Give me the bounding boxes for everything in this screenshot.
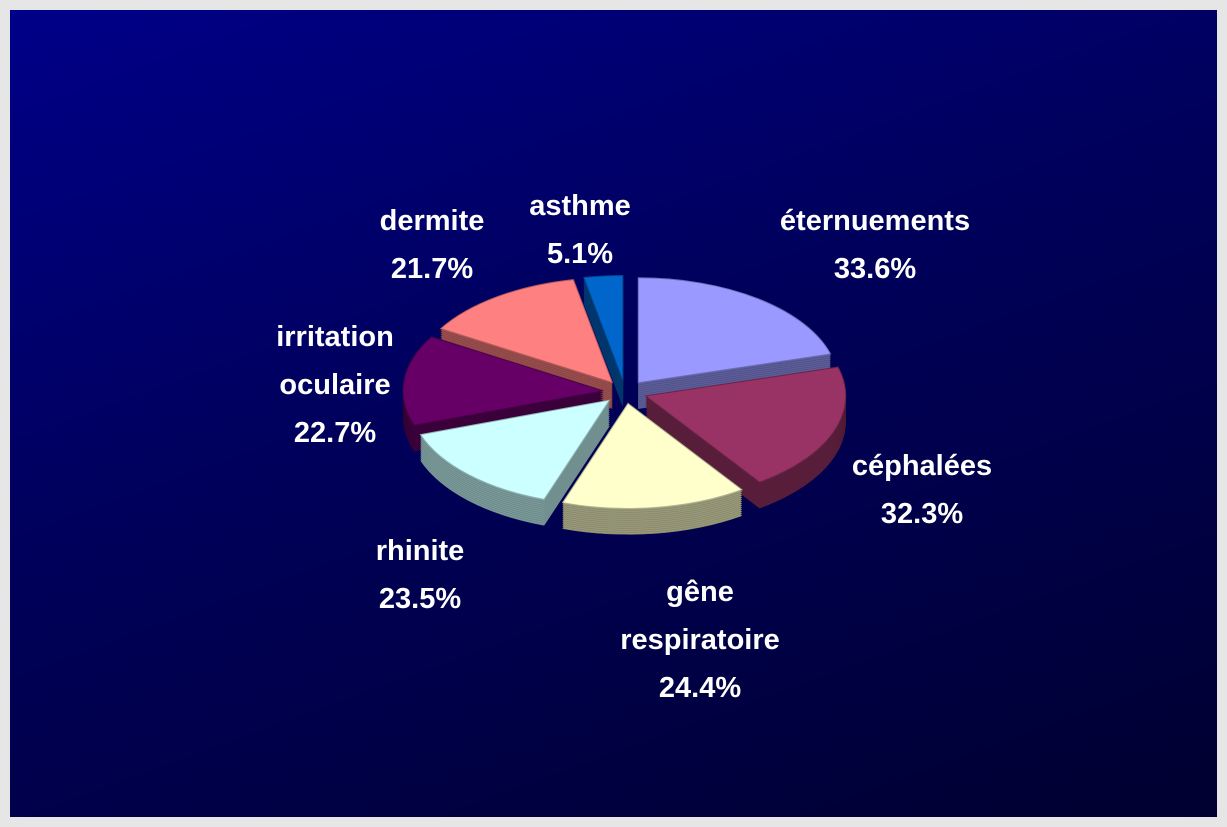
slice [439,279,614,384]
slice-name: céphalées [851,450,993,482]
slice [637,277,832,384]
slice-value: 33.6% [833,253,917,285]
slice-name: éternuements [779,205,971,237]
data-label: rhinite 23.5% [320,527,520,623]
slice-name: asthme [529,190,631,222]
chart-panel: éternuements 33.6% céphalées 32.3% gêne resp… [10,10,1217,817]
slice-value: 22.7% [293,417,377,449]
slice [402,336,604,426]
slice-value: 23.5% [378,583,462,615]
slice-name: irritation oculaire [276,321,394,401]
data-label: éternuements 33.6% [725,197,1025,293]
slice [561,402,743,509]
data-label: dermite 21.7% [332,197,532,293]
slice-name: rhinite [375,535,465,567]
slice [419,399,611,500]
data-label: irritation oculaire 22.7% [250,313,420,457]
slice-value: 32.3% [880,498,964,530]
data-label: céphalées 32.3% [792,442,1052,538]
slice-value: 24.4% [658,672,742,704]
slice-name: dermite [379,205,485,237]
slice-name: gêne respiratoire [620,576,780,656]
slice-value: 21.7% [390,253,474,285]
data-label: asthme 5.1% [500,182,660,278]
data-label: gêne respiratoire 24.4% [600,568,800,712]
slice-value: 5.1% [546,238,614,270]
chart [402,275,847,535]
slice [583,275,624,381]
slice [644,366,847,483]
